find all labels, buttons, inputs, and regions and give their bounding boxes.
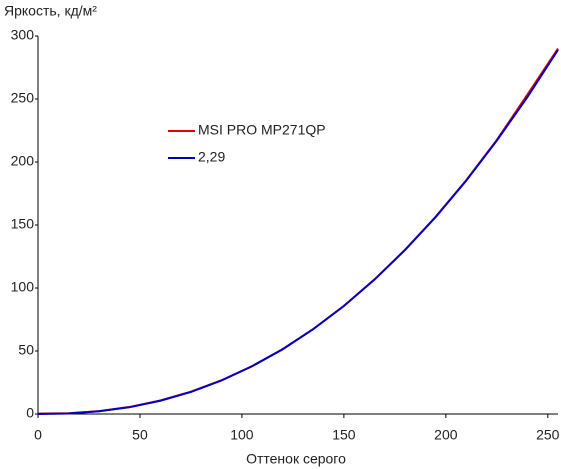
legend-label: 2,29 [198,149,225,165]
x-tick-label: 0 [34,427,42,443]
series-line [37,48,559,415]
series-line [37,49,559,415]
y-tick-label: 150 [11,216,35,232]
x-tick-label: 200 [434,427,458,443]
y-tick-label: 300 [11,27,35,43]
y-tick-label: 250 [11,90,35,106]
y-tick-label: 200 [11,153,35,169]
x-tick-label: 50 [132,427,148,443]
x-tick-label: 150 [332,427,356,443]
y-axis-label: Яркость, кд/м² [4,3,97,19]
x-tick-label: 100 [230,427,254,443]
y-tick-label: 50 [18,342,34,358]
y-tick-label: 100 [11,279,35,295]
legend-label: MSI PRO MP271QP [198,122,326,138]
x-tick-label: 250 [536,427,560,443]
x-axis-label: Оттенок серого [246,451,346,467]
y-tick-label: 0 [26,405,34,421]
